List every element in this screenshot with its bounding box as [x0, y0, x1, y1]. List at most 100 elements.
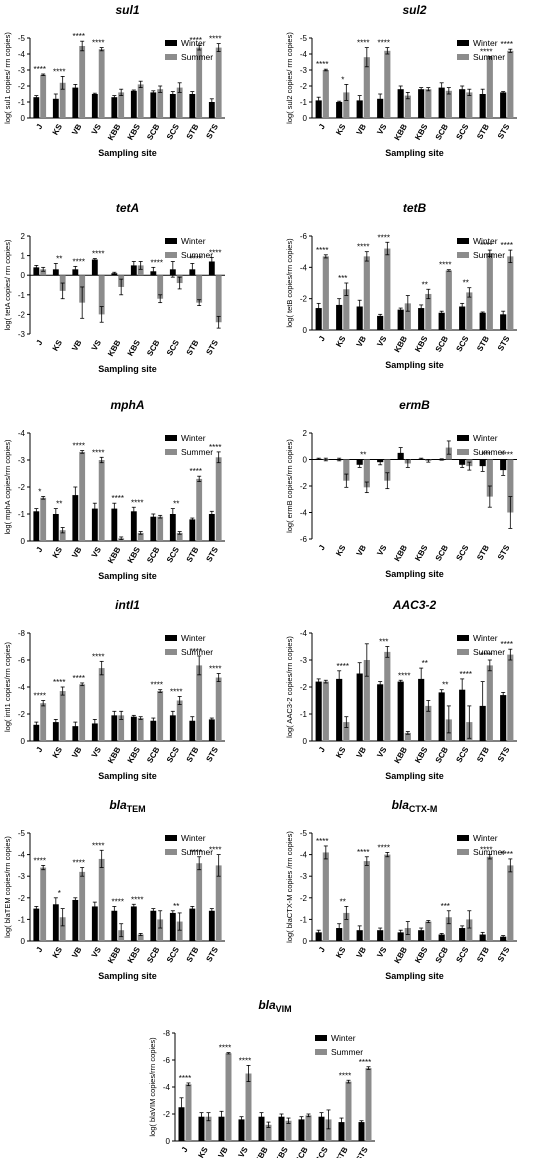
significance-marker: * — [38, 487, 41, 496]
bar-winter — [238, 1119, 245, 1141]
bar-winter — [150, 92, 157, 118]
chart-panel-blaTEM: blaTEM 0 -1 -2 -3 -4 -5 log( blaTEM copies/rrn … — [3, 798, 225, 981]
y-axis-label: log( sul1 copies/ rrn copies) — [3, 32, 12, 124]
y-tick-label: -4 — [300, 509, 308, 518]
x-tick-label: SCS — [454, 122, 470, 141]
x-tick-label: VS — [375, 745, 388, 759]
bar-summer — [245, 1073, 252, 1141]
legend-label-summer: Summer — [473, 847, 505, 857]
x-tick-label: STB — [334, 1145, 350, 1158]
significance-marker: **** — [357, 848, 369, 857]
bar-winter — [336, 102, 343, 118]
legend-swatch-summer — [457, 252, 469, 258]
x-tick-label: STS — [204, 745, 220, 764]
bar-winter — [52, 514, 59, 541]
bar-summer — [265, 1124, 272, 1141]
significance-marker: ** — [56, 254, 62, 263]
bar-winter — [258, 1116, 265, 1141]
legend-swatch-winter — [457, 835, 469, 841]
bar-winter — [438, 692, 445, 741]
bar-summer — [137, 84, 144, 118]
y-axis-label: log( sul2 copies/ rrn copies) — [285, 32, 294, 124]
significance-marker: **** — [480, 846, 492, 855]
chart-panel-blaVIM: blaVIM 0 -2 -4 -6 -8 log( blaVIM copies/rrn co… — [148, 998, 375, 1158]
bar-summer — [98, 668, 105, 741]
significance-marker: **** — [316, 60, 328, 69]
x-tick-label: KS — [51, 945, 65, 960]
y-tick-label: -4 — [18, 50, 26, 59]
bar-summer — [40, 269, 47, 276]
bar-summer — [445, 917, 452, 941]
bar-summer — [98, 275, 105, 315]
bar-summer — [98, 460, 105, 541]
legend-label-summer: Summer — [181, 447, 213, 457]
x-tick-label: KBS — [126, 745, 143, 765]
chart-panel-mphA: mphA 0 -1 -2 -3 -4 log( mphA copies/rrn copies… — [3, 398, 225, 581]
x-tick-label: VB — [70, 945, 83, 959]
y-tick-label: 0 — [303, 326, 308, 335]
significance-marker: **** — [34, 692, 46, 701]
x-tick-label: J — [317, 746, 327, 754]
chart-title: intI1 — [115, 598, 140, 612]
x-tick-label: KBB — [393, 122, 410, 142]
bar-winter — [208, 261, 215, 276]
legend-label-winter: Winter — [181, 433, 206, 443]
x-tick-label: SCS — [454, 945, 470, 964]
legend-label-winter: Winter — [473, 833, 498, 843]
significance-marker: **** — [378, 233, 390, 242]
x-tick-label: VB — [70, 338, 83, 352]
legend-swatch-summer — [457, 54, 469, 60]
bar-summer — [507, 865, 514, 941]
x-tick-label: SCS — [454, 334, 470, 353]
x-axis-title: Sampling site — [385, 360, 444, 370]
x-tick-label: J — [34, 946, 44, 954]
legend-swatch-summer — [457, 449, 469, 455]
bar-winter — [208, 514, 215, 541]
bar-winter — [500, 92, 507, 118]
bar-winter — [318, 1116, 325, 1141]
bar-winter — [397, 681, 404, 741]
bar-summer — [384, 459, 391, 481]
significance-marker: **** — [209, 35, 221, 44]
bar-winter — [500, 695, 507, 741]
significance-marker: **** — [53, 67, 65, 76]
legend-swatch-summer — [457, 849, 469, 855]
bar-summer — [384, 50, 391, 118]
bar-winter — [208, 910, 215, 941]
x-axis-title: Sampling site — [98, 771, 157, 781]
significance-marker: **** — [92, 652, 104, 661]
y-axis-label: log( ermB copies/rrn copies) — [285, 439, 294, 533]
bar-winter — [169, 514, 176, 541]
x-tick-label: KBB — [393, 543, 410, 563]
x-tick-label: KBS — [273, 1145, 290, 1158]
y-tick-label: -2 — [18, 894, 26, 903]
x-axis-title: Sampling site — [98, 148, 157, 158]
x-tick-label: J — [34, 339, 44, 347]
significance-marker: **** — [480, 651, 492, 660]
significance-marker: **** — [92, 841, 104, 850]
significance-marker: *** — [338, 274, 347, 283]
bar-winter — [336, 678, 343, 741]
x-tick-label: KBS — [413, 745, 430, 765]
bar-summer — [322, 681, 329, 741]
legend-label-summer: Summer — [181, 250, 213, 260]
bar-summer — [507, 256, 514, 330]
bar-winter — [418, 89, 425, 118]
bar-winter — [91, 906, 98, 941]
bar-summer — [79, 684, 86, 741]
x-tick-label: SCB — [434, 745, 450, 764]
significance-marker: **** — [316, 837, 328, 846]
bar-summer — [215, 275, 222, 323]
legend-label-winter: Winter — [181, 833, 206, 843]
y-tick-label: 0 — [166, 1137, 171, 1146]
x-tick-label: VB — [70, 745, 83, 759]
bar-winter — [189, 519, 196, 541]
x-tick-label: KS — [51, 338, 65, 353]
bar-winter — [72, 726, 79, 741]
x-tick-label: VS — [90, 945, 103, 959]
x-tick-label: KS — [334, 334, 348, 349]
chart-title: AAC3-2 — [392, 598, 437, 612]
y-axis-label: log( intI1 copies/rrn copies) — [3, 641, 12, 732]
x-tick-label: VS — [90, 338, 103, 352]
x-tick-label: STB — [475, 543, 491, 562]
